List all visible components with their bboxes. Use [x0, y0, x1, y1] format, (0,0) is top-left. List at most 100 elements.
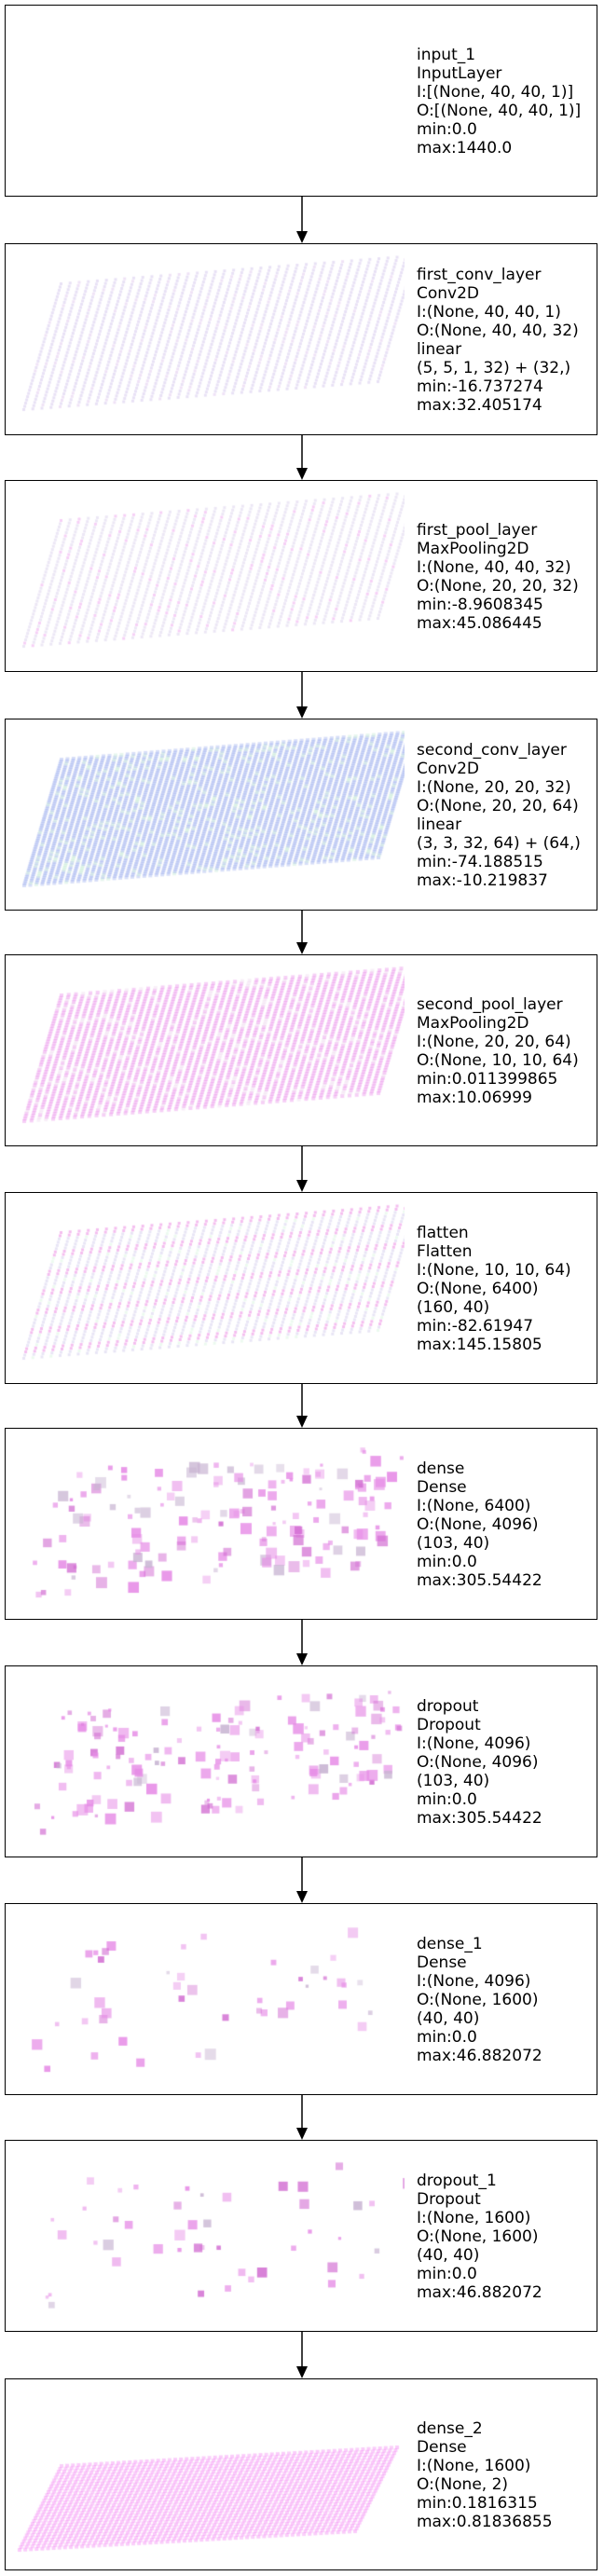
layer-box-first_pool_layer: first_pool_layer MaxPooling2D I:(None, 40,… [5, 480, 597, 672]
activation-visualization [13, 1434, 405, 1613]
flow-arrow [296, 672, 308, 719]
layer-box-dropout_1: dropout_1 Dropout I:(None, 1600) O:(None, 1… [5, 2140, 597, 2332]
flow-arrow [296, 1384, 308, 1428]
layer-detail-line: max:10.06999 [417, 1089, 532, 1107]
activation-visualization [13, 250, 405, 429]
activation-canvas [13, 725, 405, 904]
layer-detail-line: O:(None, 2) [417, 2475, 509, 2494]
flow-arrow [296, 435, 308, 480]
layer-label: first_conv_layer Conv2D I:(None, 40, 40, 1… [417, 266, 579, 415]
layer-label: second_conv_layer Conv2D I:(None, 20, 20, … [417, 741, 581, 890]
layer-detail-line: I:(None, 40, 40, 1) [417, 303, 561, 322]
layer-type: Conv2D [417, 284, 480, 303]
layer-label: dropout_1 Dropout I:(None, 1600) O:(None, 1… [417, 2172, 542, 2302]
activation-canvas [13, 2146, 405, 2325]
layer-detail-line: max:305.54422 [417, 1571, 542, 1590]
layer-name: first_pool_layer [417, 521, 538, 540]
layer-detail-line: min:0.0 [417, 1790, 477, 1809]
layer-detail-line: O:(None, 10, 10, 64) [417, 1051, 579, 1070]
layer-type: MaxPooling2D [417, 1014, 529, 1033]
layer-detail-line: max:145.15805 [417, 1336, 542, 1354]
layer-label: dropout Dropout I:(None, 4096) O:(None, 409… [417, 1697, 542, 1828]
flow-arrow [296, 197, 308, 243]
layer-detail-line: I:(None, 4096) [417, 1972, 531, 1991]
layer-detail-line: O:(None, 1600) [417, 1991, 539, 2009]
layer-detail-line: max:-10.219837 [417, 871, 548, 890]
layer-detail-line: linear [417, 815, 462, 834]
layer-type: Dense [417, 1478, 467, 1497]
activation-visualization [13, 725, 405, 904]
layer-detail-line: min:-74.188515 [417, 853, 543, 871]
layer-type: MaxPooling2D [417, 540, 529, 558]
layer-detail-line: (3, 3, 32, 64) + (64,) [417, 834, 581, 853]
layer-name: dense_1 [417, 1935, 483, 1953]
layer-detail-line: max:46.882072 [417, 2283, 542, 2302]
layer-detail-line: (103, 40) [417, 1772, 490, 1790]
layer-detail-line: max:305.54422 [417, 1809, 542, 1828]
layer-name: second_conv_layer [417, 741, 567, 760]
layer-type: InputLayer [417, 64, 502, 83]
layer-name: input_1 [417, 46, 476, 64]
layer-detail-line: min:0.011399865 [417, 1070, 558, 1089]
layer-detail-line: O:(None, 1600) [417, 2227, 539, 2246]
layer-type: Conv2D [417, 760, 480, 778]
activation-visualization [13, 2146, 405, 2325]
layer-detail-line: I:(None, 6400) [417, 1497, 531, 1515]
layer-detail-line: O:[(None, 40, 40, 1)] [417, 102, 582, 120]
layer-label: second_pool_layer MaxPooling2D I:(None, 20… [417, 995, 579, 1107]
layer-detail-line: min:0.1816315 [417, 2494, 538, 2513]
layer-detail-line: I:(None, 1600) [417, 2209, 531, 2227]
flow-arrow [296, 2332, 308, 2378]
flow-arrow [296, 911, 308, 954]
layer-detail-line: I:(None, 20, 20, 64) [417, 1033, 571, 1051]
layer-detail-line: O:(None, 6400) [417, 1280, 539, 1298]
layer-detail-line: max:46.882072 [417, 2047, 542, 2065]
activation-visualization [13, 1672, 405, 1851]
activation-canvas [13, 1199, 405, 1377]
activation-canvas [13, 1434, 405, 1613]
activation-canvas [13, 486, 405, 665]
layer-detail-line: I:(None, 1600) [417, 2457, 531, 2475]
activation-visualization [13, 961, 405, 1140]
layer-detail-line: (5, 5, 1, 32) + (32,) [417, 359, 571, 377]
layer-box-input_1: input_1 InputLayer I:[(None, 40, 40, 1)] O:… [5, 5, 597, 197]
layer-box-dropout: dropout Dropout I:(None, 4096) O:(None, 409… [5, 1665, 597, 1857]
layer-detail-line: I:[(None, 40, 40, 1)] [417, 83, 574, 102]
layer-name: flatten [417, 1224, 469, 1242]
layer-label: flatten Flatten I:(None, 10, 10, 64) O:(Non… [417, 1224, 571, 1354]
layer-box-flatten: flatten Flatten I:(None, 10, 10, 64) O:(Non… [5, 1192, 597, 1384]
layer-detail-line: linear [417, 340, 462, 359]
layer-name: dense [417, 1459, 465, 1478]
layer-detail-line: min:-8.9608345 [417, 596, 543, 614]
layer-detail-line: O:(None, 40, 40, 32) [417, 322, 579, 340]
activation-canvas [13, 1672, 405, 1851]
activation-visualization [13, 486, 405, 665]
activation-visualization [13, 1199, 405, 1377]
activation-canvas [13, 2385, 405, 2564]
layer-type: Dense [417, 1953, 467, 1972]
flow-arrow [296, 1146, 308, 1192]
layer-box-dense_2: dense_2 Dense I:(None, 1600) O:(None, 2) min… [5, 2378, 597, 2570]
layer-detail-line: (40, 40) [417, 2246, 480, 2265]
activation-visualization [13, 11, 405, 190]
layer-detail-line: max:0.81836855 [417, 2513, 553, 2531]
activation-visualization [13, 2385, 405, 2564]
layer-box-dense: dense Dense I:(None, 6400) O:(None, 4096) (1… [5, 1428, 597, 1620]
layer-box-second_conv_layer: second_conv_layer Conv2D I:(None, 20, 20, … [5, 719, 597, 911]
activation-canvas [13, 1910, 405, 2089]
layer-detail-line: I:(None, 40, 40, 32) [417, 558, 571, 577]
layer-detail-line: max:1440.0 [417, 139, 513, 158]
layer-name: dense_2 [417, 2419, 483, 2438]
layer-label: first_pool_layer MaxPooling2D I:(None, 40,… [417, 521, 579, 633]
layer-type: Dense [417, 2438, 467, 2457]
activation-visualization [13, 1910, 405, 2089]
layer-detail-line: O:(None, 4096) [417, 1753, 539, 1772]
layer-detail-line: (40, 40) [417, 2009, 480, 2028]
layer-name: dropout [417, 1697, 479, 1716]
layer-detail-line: min:0.0 [417, 2265, 477, 2283]
layer-box-first_conv_layer: first_conv_layer Conv2D I:(None, 40, 40, 1… [5, 243, 597, 435]
layer-name: first_conv_layer [417, 266, 542, 284]
layer-label: dense Dense I:(None, 6400) O:(None, 4096) (1… [417, 1459, 542, 1590]
layer-detail-line: I:(None, 20, 20, 32) [417, 778, 571, 797]
layer-name: second_pool_layer [417, 995, 563, 1014]
